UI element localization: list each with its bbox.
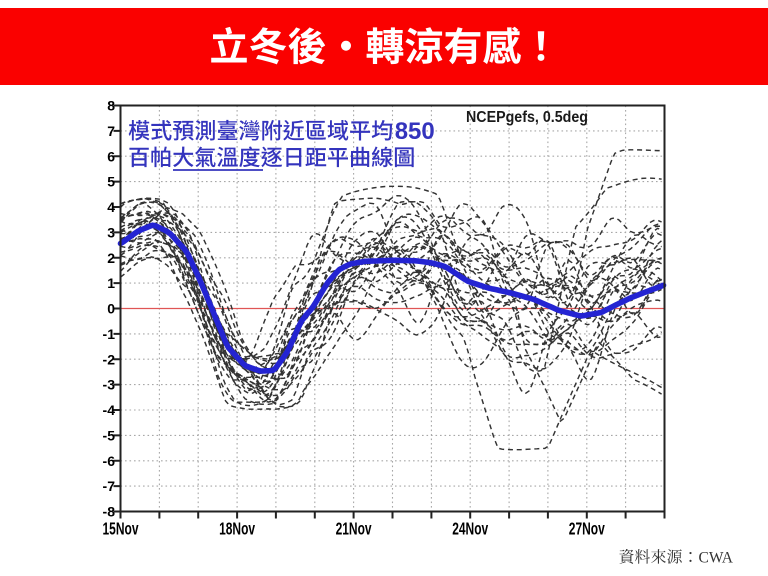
svg-text:-7: -7 — [103, 478, 116, 494]
svg-text:-6: -6 — [103, 453, 116, 469]
svg-text:3: 3 — [107, 225, 115, 241]
svg-text:21Nov: 21Nov — [336, 519, 372, 539]
svg-text:850: 850 — [395, 118, 435, 145]
svg-text:-2: -2 — [103, 351, 116, 367]
svg-text:4: 4 — [107, 199, 115, 215]
svg-text:18Nov: 18Nov — [219, 519, 255, 539]
svg-text:-8: -8 — [103, 504, 116, 520]
svg-text:0: 0 — [107, 301, 115, 317]
svg-text:2: 2 — [107, 250, 115, 266]
svg-text:6: 6 — [107, 148, 115, 164]
svg-text:NCEPgefs, 0.5deg: NCEPgefs, 0.5deg — [466, 109, 588, 126]
svg-text:-3: -3 — [103, 377, 116, 393]
svg-text:27Nov: 27Nov — [569, 519, 605, 539]
svg-text:-4: -4 — [103, 402, 116, 418]
svg-text:CWA: CWA — [699, 550, 734, 567]
svg-text:15Nov: 15Nov — [103, 519, 139, 539]
svg-text:7: 7 — [107, 123, 115, 139]
svg-text:-1: -1 — [103, 326, 116, 342]
svg-text:-5: -5 — [103, 428, 116, 444]
svg-text:5: 5 — [107, 174, 115, 190]
svg-text:24Nov: 24Nov — [452, 519, 488, 539]
svg-text:1: 1 — [107, 275, 115, 291]
svg-text:8: 8 — [107, 98, 115, 114]
